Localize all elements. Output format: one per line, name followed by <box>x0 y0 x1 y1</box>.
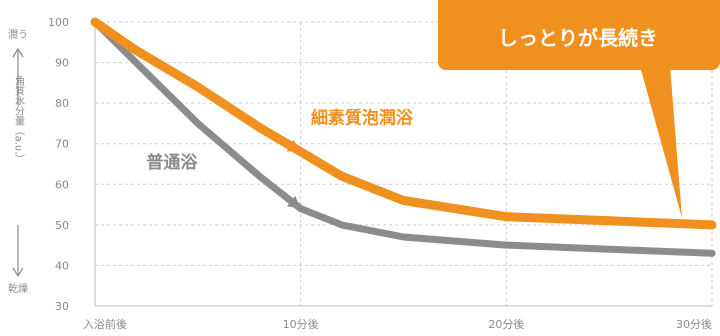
y-tick-labels: 30 40 50 60 70 80 90 100 <box>48 16 69 313</box>
x-tick-label: 10分後 <box>283 317 319 331</box>
series-label-bath: 細素質泡潤浴 <box>311 107 414 128</box>
y-tick-label: 70 <box>55 138 69 151</box>
series-lines <box>90 17 717 257</box>
series-line <box>91 18 716 257</box>
y-label-bottom: 乾燥 <box>8 282 28 295</box>
callout-text: しっとりが長続き <box>498 26 658 50</box>
x-tick-label: 20分後 <box>488 317 524 331</box>
grid <box>95 21 713 307</box>
series-arrowhead <box>286 139 301 152</box>
y-tick-label: 60 <box>55 178 69 191</box>
series-label-normal: 普通浴 <box>146 152 198 173</box>
arrow-up-head-icon <box>12 47 24 58</box>
callout-pointer <box>640 66 682 218</box>
y-label-middle: 角質水分量（a.u.） <box>13 75 25 164</box>
y-tick-label: 30 <box>55 300 69 313</box>
x-tick-labels: 入浴前後 10分後 20分後 30分後 <box>83 317 712 331</box>
y-tick-label: 100 <box>48 16 69 29</box>
y-tick-label: 90 <box>55 57 69 70</box>
arrow-down-head-icon <box>12 267 24 278</box>
x-tick-label: 入浴前後 <box>83 317 127 331</box>
y-label-top: 潤う <box>8 29 28 41</box>
axes <box>94 22 712 307</box>
callout-box <box>438 0 720 70</box>
y-tick-label: 40 <box>55 259 69 272</box>
series-arrowhead <box>286 195 301 209</box>
series-line <box>90 17 717 230</box>
x-tick-label: 30分後 <box>676 317 712 331</box>
callout: しっとりが長続き <box>438 0 720 218</box>
y-tick-label: 80 <box>55 97 69 110</box>
series-labels: 普通浴 細素質泡潤浴 <box>146 107 414 173</box>
y-tick-label: 50 <box>55 219 69 232</box>
